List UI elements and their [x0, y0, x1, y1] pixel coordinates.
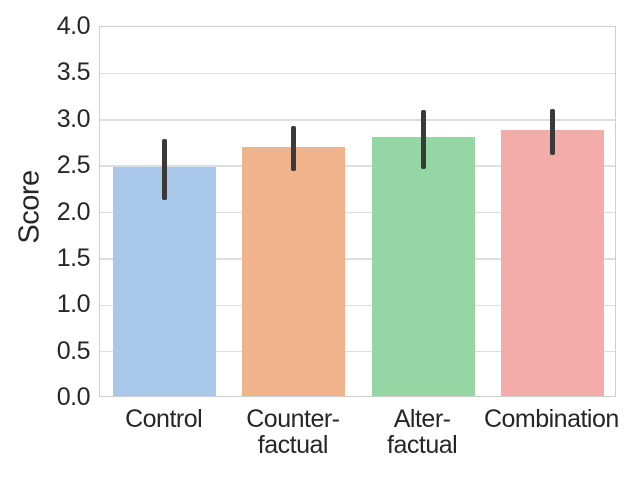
gridline-y-1.5: [100, 258, 615, 260]
bar-control: [113, 166, 217, 396]
plot-area: [99, 26, 616, 397]
gridline-y-0.5: [100, 350, 615, 353]
x-tick-label-alter-factual: Alter- factual: [387, 405, 458, 459]
y-tick-label-1.0: 1.0: [56, 290, 91, 319]
gridline-y-2.5: [100, 165, 615, 167]
y-tick-label-1.5: 1.5: [56, 243, 91, 272]
y-tick-label-0.0: 0.0: [56, 383, 91, 411]
gridline-y-1.0: [100, 304, 615, 306]
x-tick-label-combination: Combination: [483, 405, 619, 433]
error-bar-alter-factual: [420, 109, 426, 169]
x-tick-label-control: Control: [125, 405, 203, 433]
y-tick-label-2.0: 2.0: [56, 197, 91, 226]
y-tick-label-4.0: 4.0: [56, 12, 91, 40]
error-bar-combination: [549, 108, 555, 155]
error-bar-control: [162, 139, 168, 201]
y-tick-label-3.5: 3.5: [56, 58, 91, 87]
y-tick-label-3.0: 3.0: [56, 104, 91, 133]
gridline-y-3.0: [100, 119, 615, 121]
gridline-y-3.5: [100, 72, 615, 75]
bar-combination: [500, 129, 604, 396]
y-tick-label-2.5: 2.5: [56, 151, 91, 180]
bar-alter-factual: [371, 137, 475, 396]
gridline-y-2.0: [100, 211, 615, 214]
y-tick-label-0.5: 0.5: [56, 336, 91, 365]
error-bar-counter-factual: [291, 126, 297, 171]
bar-counter-factual: [242, 147, 346, 396]
x-tick-label-counter-factual: Counter- factual: [246, 405, 340, 459]
